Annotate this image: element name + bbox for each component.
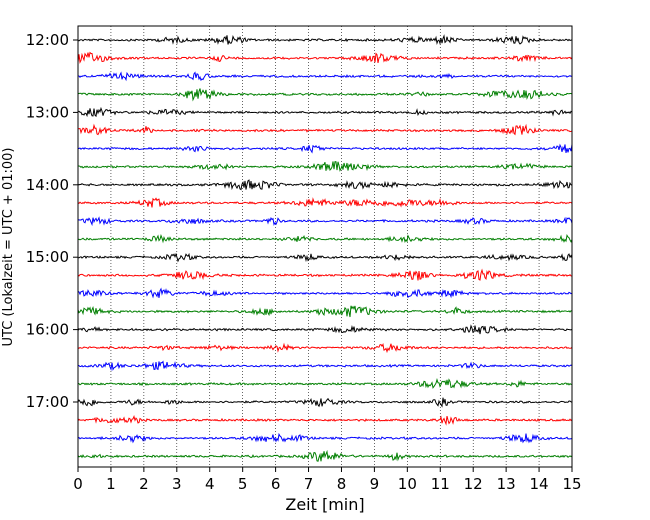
trace-line [77,449,573,462]
x-tick-label: 11 [431,475,450,493]
x-tick-label: 8 [337,475,347,493]
x-tick-label: 4 [205,475,215,493]
trace-line [77,51,573,64]
y-tick-label: 17:00 [26,393,69,411]
trace-line [77,252,573,263]
trace-line [77,305,573,318]
y-axis: 12:00 13:00 14:00 15:00 16:00 17:00 [26,31,78,411]
x-tick-label: 2 [139,475,149,493]
trace-line [77,415,573,426]
trace-line [77,268,573,281]
trace-line [77,360,573,372]
trace-line [77,432,573,444]
x-tick-label: 5 [238,475,248,493]
x-tick-label: 6 [271,475,281,493]
x-tick-label: 12 [464,475,483,493]
trace-line [77,378,573,389]
y-tick-label: 14:00 [26,176,69,194]
y-tick-label: 16:00 [26,321,69,339]
x-tick-label: 3 [172,475,182,493]
trace-line [77,161,573,172]
trace-line [77,397,573,408]
x-axis: 0 1 2 3 4 5 6 7 8 9 10 11 12 13 14 15 [73,467,582,493]
trace-line [77,71,573,82]
x-tick-label: 14 [530,475,549,493]
x-tick-label: 1 [106,475,116,493]
trace-line [77,197,573,208]
trace-line [77,216,573,227]
y-tick-label: 13:00 [26,103,69,121]
trace-line [77,88,573,102]
x-tick-label: 7 [304,475,314,493]
x-tick-label: 0 [73,475,83,493]
x-tick-label: 15 [562,475,581,493]
trace-line [77,342,573,354]
x-tick-label: 13 [497,475,516,493]
trace-line [77,106,573,118]
x-axis-label: Zeit [min] [285,495,364,514]
trace-line [77,324,573,335]
y-tick-label: 12:00 [26,31,69,49]
trace-line [77,123,573,136]
y-axis-label: UTC (Lokalzeit = UTC + 01:00) [1,148,16,347]
trace-line [77,34,573,46]
x-tick-label: 9 [370,475,380,493]
plot-frame [77,25,573,468]
trace-line [77,143,573,154]
y-tick-label: 15:00 [26,248,69,266]
x-tick-label: 10 [398,475,417,493]
trace-line [77,287,573,299]
trace-line [77,179,573,191]
trace-line [77,234,573,244]
seismogram-traces [77,34,573,462]
